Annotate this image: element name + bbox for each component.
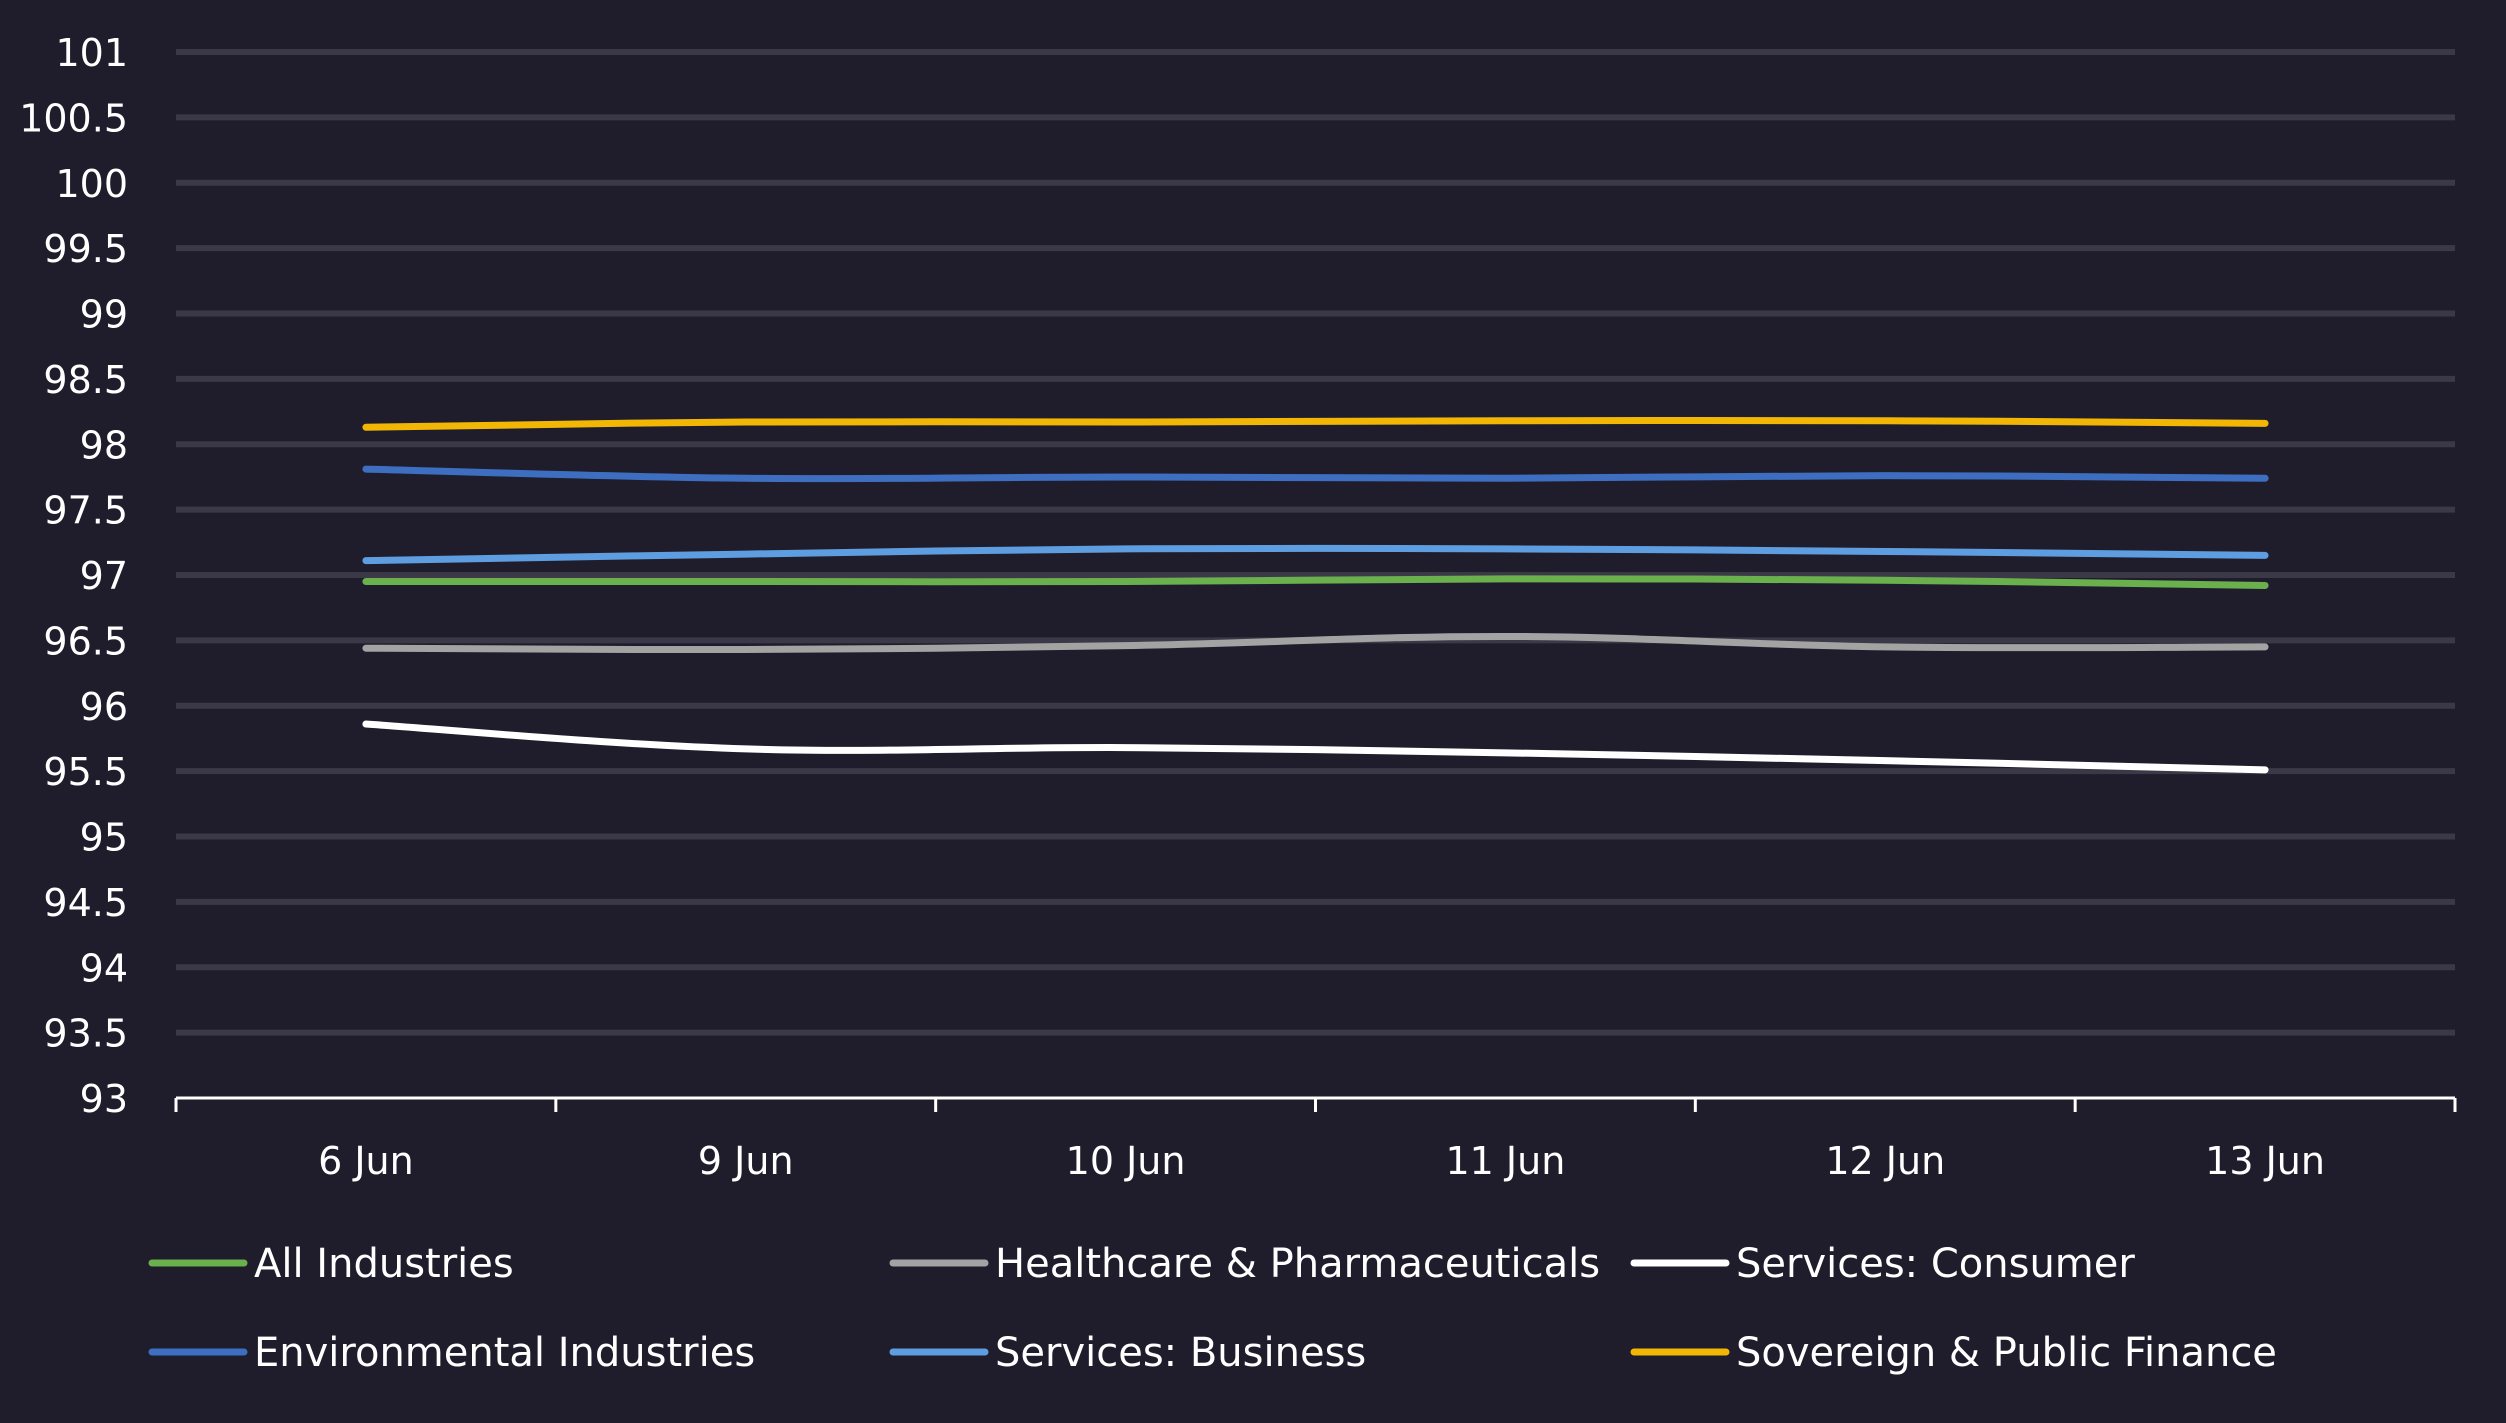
series-line-environmental-industries [362, 465, 2269, 483]
legend-label: All Industries [254, 1241, 514, 1287]
legend-item: Environmental Industries [148, 1330, 755, 1376]
y-axis-ticks: 93 93.5 94 94.5 95 95.5 96 96.5 97 97.5 98 98.5 99 99… [19, 31, 128, 1121]
x-axis: 6 Jun 9 Jun 10 Jun 11 Jun 12 Jun 13 Jun [174, 1096, 2457, 1183]
legend-item: Services: Consumer [1630, 1241, 2135, 1287]
y-tick-label: 101 [55, 31, 128, 75]
x-tick-label: 10 Jun [1066, 1139, 1186, 1183]
y-tick-label: 98.5 [43, 358, 128, 402]
x-tick-label: 12 Jun [1825, 1139, 1945, 1183]
y-tick-label: 100 [55, 162, 128, 206]
gridlines [176, 49, 2455, 1036]
x-tick-label: 11 Jun [1446, 1139, 1566, 1183]
series-line-sovereign-public-finance [362, 416, 2269, 431]
series-line-all-industries [362, 575, 2269, 589]
series-line-healthcare-pharmaceuticals [362, 632, 2269, 654]
legend-item: Services: Business [889, 1330, 1366, 1376]
legend-item: Sovereign & Public Finance [1630, 1330, 2277, 1376]
series-lines [362, 416, 2269, 774]
y-tick-label: 99 [80, 293, 128, 337]
legend-label: Services: Consumer [1736, 1241, 2135, 1287]
legend-label: Services: Business [995, 1330, 1366, 1376]
series-line-services-business [362, 544, 2269, 565]
y-tick-label: 95.5 [43, 750, 128, 794]
y-tick-label: 99.5 [43, 227, 128, 271]
y-tick-label: 96 [80, 685, 128, 729]
legend-item: All Industries [148, 1241, 514, 1287]
x-tick-label: 9 Jun [698, 1139, 794, 1183]
y-tick-label: 94 [80, 946, 128, 990]
legend-label: Sovereign & Public Finance [1736, 1330, 2277, 1376]
y-tick-label: 97.5 [43, 489, 128, 533]
x-tick-label: 13 Jun [2205, 1139, 2325, 1183]
y-tick-label: 98 [80, 423, 128, 467]
legend-label: Healthcare & Pharmaceuticals [995, 1241, 1600, 1287]
series-line-services-consumer [362, 720, 2269, 774]
legend-item: Healthcare & Pharmaceuticals [889, 1241, 1600, 1287]
legend: All Industries Healthcare & Pharmaceutica… [148, 1241, 2277, 1376]
y-tick-label: 93 [80, 1077, 128, 1121]
y-tick-label: 100.5 [19, 96, 128, 140]
x-tick-label: 6 Jun [318, 1139, 414, 1183]
y-tick-label: 97 [80, 554, 128, 598]
legend-label: Environmental Industries [254, 1330, 755, 1376]
y-tick-label: 96.5 [43, 619, 128, 663]
y-tick-label: 93.5 [43, 1012, 128, 1056]
y-tick-label: 95 [80, 816, 128, 860]
y-tick-label: 94.5 [43, 881, 128, 925]
